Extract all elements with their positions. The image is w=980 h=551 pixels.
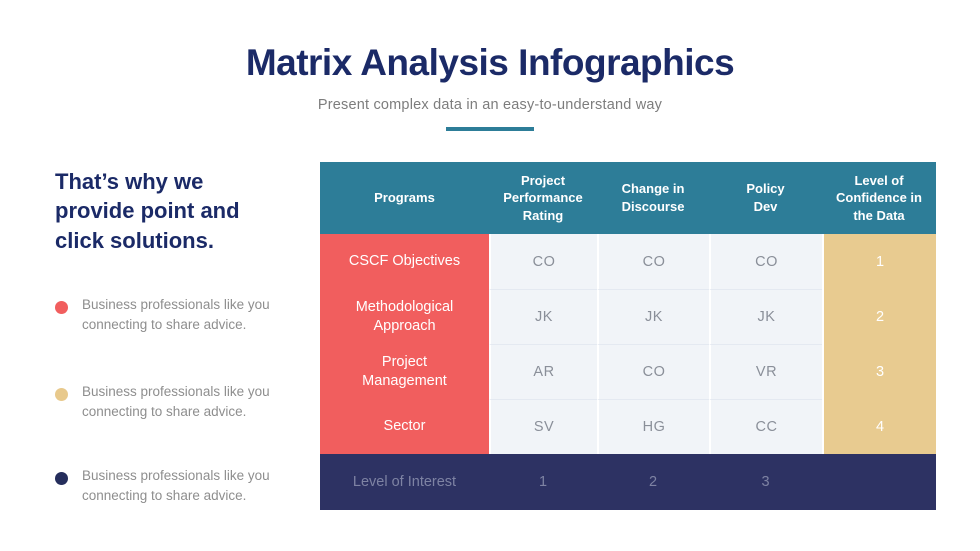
bullet-text: Business professionals like you connecti… <box>82 384 270 419</box>
bullet-item: Business professionals like you connecti… <box>55 382 305 421</box>
title-underline-divider <box>446 127 534 131</box>
footer-value-cell: 3 <box>709 454 822 510</box>
value-cell: HG <box>597 399 709 454</box>
confidence-cell: 1 <box>822 234 936 289</box>
sidebar-heading: That’s why we provide point and click so… <box>55 169 240 253</box>
header-cell-project-performance-rating: Project Performance Rating <box>489 162 597 234</box>
bullet-text: Business professionals like you connecti… <box>82 297 270 332</box>
footer-empty-cell <box>822 454 936 510</box>
value-cell: CO <box>489 234 597 289</box>
value-cell: AR <box>489 344 597 399</box>
page-title: Matrix Analysis Infographics <box>245 42 735 83</box>
confidence-cell: 3 <box>822 344 936 399</box>
bullet-item: Business professionals like you connecti… <box>55 295 305 334</box>
header-cell-programs: Programs <box>320 162 489 234</box>
bullet-text: Business professionals like you connecti… <box>82 468 270 503</box>
header-cell-change-in-discourse: Change in Discourse <box>597 162 709 234</box>
header-label: Change in Discourse <box>621 181 685 214</box>
header-label: Policy Dev <box>746 181 785 214</box>
bullet-dot-red-icon <box>55 301 68 314</box>
header-cell-policy-dev: Policy Dev <box>709 162 822 234</box>
value-cell: VR <box>709 344 822 399</box>
matrix-table: Programs Project Performance Rating Chan… <box>320 162 936 510</box>
confidence-cell: 4 <box>822 399 936 454</box>
header-label: Programs <box>374 190 435 206</box>
value-cell: CO <box>597 344 709 399</box>
header-label: Level of Confidence in the Data <box>836 172 922 223</box>
confidence-cell: 2 <box>822 289 936 344</box>
row-label-cell: CSCF Objectives <box>320 234 489 289</box>
value-cell: JK <box>489 289 597 344</box>
value-cell: SV <box>489 399 597 454</box>
footer-value-cell: 2 <box>597 454 709 510</box>
bullet-dot-navy-icon <box>55 472 68 485</box>
row-label-cell: Project Management <box>320 344 489 399</box>
value-cell: CO <box>597 234 709 289</box>
value-cell: CO <box>709 234 822 289</box>
footer-value-cell: 1 <box>489 454 597 510</box>
value-cell: JK <box>709 289 822 344</box>
bullet-item: Business professionals like you connecti… <box>55 466 305 505</box>
row-label-cell: Sector <box>320 399 489 454</box>
bullet-dot-tan-icon <box>55 388 68 401</box>
page-subtitle: Present complex data in an easy-to-under… <box>317 97 663 113</box>
value-cell: JK <box>597 289 709 344</box>
footer-label-cell: Level of Interest <box>320 454 489 510</box>
value-cell: CC <box>709 399 822 454</box>
header-cell-level-of-confidence: Level of Confidence in the Data <box>822 162 936 234</box>
row-label-cell: Methodological Approach <box>320 289 489 344</box>
header-label: Project Performance Rating <box>503 172 583 223</box>
